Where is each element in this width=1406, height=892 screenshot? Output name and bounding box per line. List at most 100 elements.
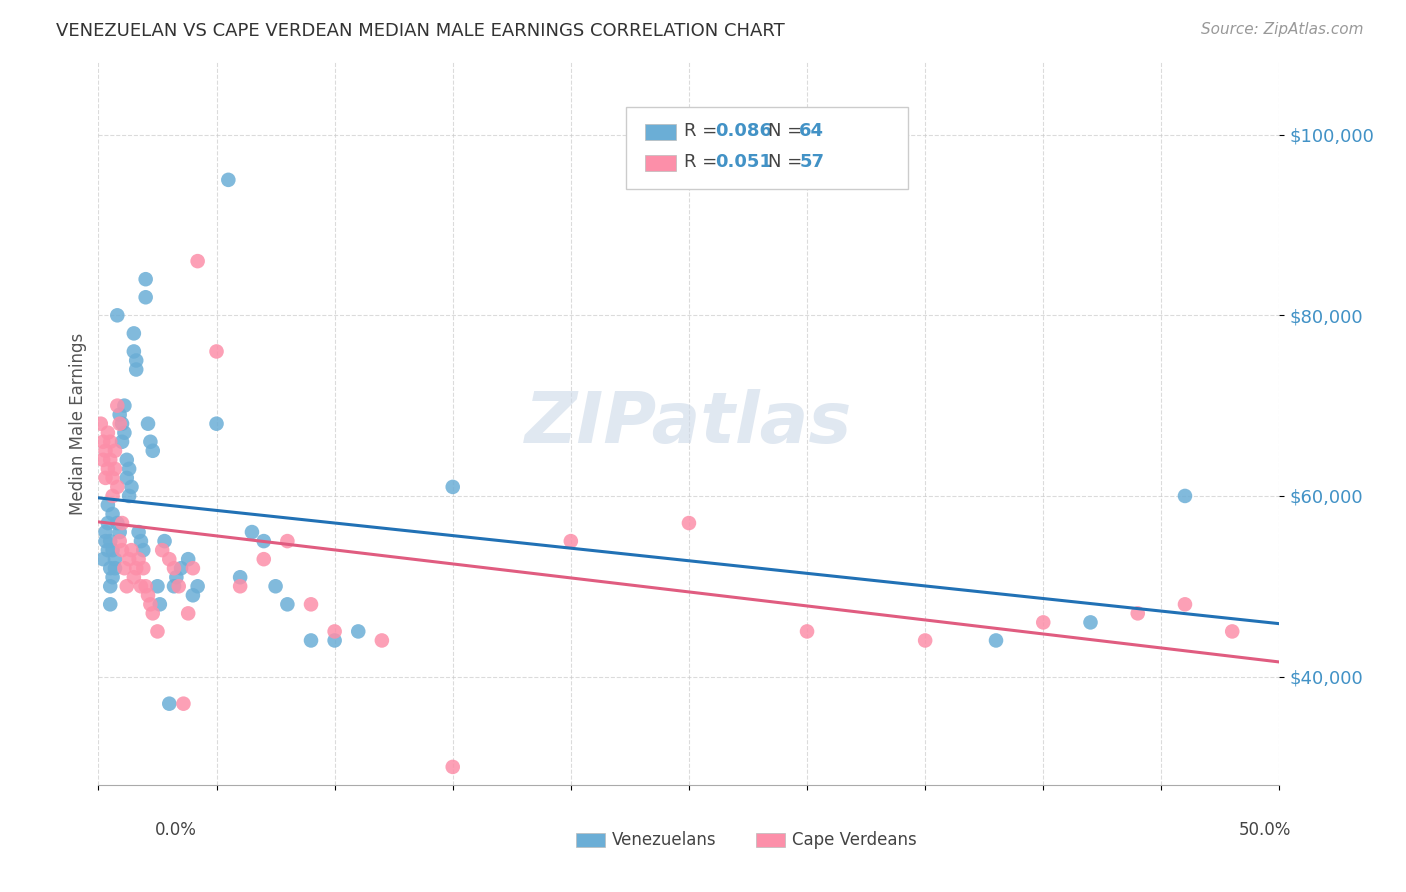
Point	[253, 552, 276, 566]
Point	[129, 579, 152, 593]
Point	[108, 408, 131, 422]
Point	[104, 443, 127, 458]
Point	[181, 588, 204, 602]
Point	[165, 570, 187, 584]
Point	[132, 543, 155, 558]
Point	[98, 534, 121, 549]
Point	[101, 489, 124, 503]
Point	[984, 633, 1007, 648]
Point	[118, 552, 141, 566]
Point	[108, 524, 131, 539]
Text: Cape Verdeans: Cape Verdeans	[792, 831, 917, 849]
Point	[125, 561, 148, 575]
Point	[90, 417, 112, 431]
Point	[240, 524, 263, 539]
Point	[1032, 615, 1054, 630]
Point	[678, 516, 700, 530]
Point	[108, 534, 131, 549]
Point	[105, 516, 128, 530]
Point	[323, 633, 346, 648]
Point	[299, 633, 322, 648]
Point	[97, 498, 120, 512]
Point	[264, 579, 287, 593]
Point	[142, 607, 165, 621]
Point	[98, 598, 121, 612]
Point	[177, 552, 200, 566]
Text: 0.051: 0.051	[716, 153, 772, 171]
Text: ZIPatlas: ZIPatlas	[526, 389, 852, 458]
Point	[276, 534, 298, 549]
Point	[115, 579, 138, 593]
Point	[149, 598, 172, 612]
Point	[1080, 615, 1102, 630]
Point	[122, 326, 145, 341]
Point	[132, 561, 155, 575]
Point	[91, 434, 114, 449]
Point	[187, 254, 209, 268]
Point	[205, 417, 228, 431]
Point	[177, 607, 200, 621]
Point	[205, 344, 228, 359]
Point	[101, 543, 124, 558]
Point	[111, 543, 134, 558]
Point	[1174, 489, 1197, 503]
Text: 0.086: 0.086	[716, 122, 772, 140]
Y-axis label: Median Male Earnings: Median Male Earnings	[69, 333, 87, 515]
Point	[276, 598, 298, 612]
Point	[112, 399, 135, 413]
Point	[347, 624, 370, 639]
Point	[163, 561, 186, 575]
Point	[98, 561, 121, 575]
Point	[229, 570, 252, 584]
Point	[97, 516, 120, 530]
Point	[181, 561, 204, 575]
Text: 57: 57	[799, 153, 824, 171]
Point	[125, 362, 148, 376]
Point	[98, 434, 121, 449]
Point	[914, 633, 936, 648]
Point	[150, 543, 173, 558]
Point	[97, 425, 120, 440]
Point	[98, 579, 121, 593]
Point	[135, 272, 157, 286]
Point	[121, 480, 143, 494]
Point	[157, 552, 180, 566]
Point	[108, 417, 131, 431]
Text: N =: N =	[768, 122, 808, 140]
Point	[157, 697, 180, 711]
Point	[101, 507, 124, 521]
Text: N =: N =	[768, 153, 808, 171]
Point	[796, 624, 818, 639]
Point	[111, 516, 134, 530]
Point	[105, 399, 128, 413]
Point	[1220, 624, 1243, 639]
Point	[187, 579, 209, 593]
Point	[101, 471, 124, 485]
Point	[371, 633, 394, 648]
Point	[125, 353, 148, 368]
Point	[91, 453, 114, 467]
Point	[97, 462, 120, 476]
Point	[229, 579, 252, 593]
Point	[253, 534, 276, 549]
Point	[146, 624, 169, 639]
Point	[115, 471, 138, 485]
Text: 64: 64	[799, 122, 824, 140]
Point	[98, 453, 121, 467]
Point	[104, 552, 127, 566]
Point	[101, 570, 124, 584]
Point	[94, 443, 117, 458]
Point	[129, 534, 152, 549]
Point	[1126, 607, 1149, 621]
Point	[118, 462, 141, 476]
Point	[94, 471, 117, 485]
Point	[111, 434, 134, 449]
Text: 0.0%: 0.0%	[155, 821, 197, 838]
Point	[105, 480, 128, 494]
Point	[135, 290, 157, 304]
Point	[142, 443, 165, 458]
Point	[441, 760, 464, 774]
Point	[135, 579, 157, 593]
Point	[122, 570, 145, 584]
Point	[94, 524, 117, 539]
